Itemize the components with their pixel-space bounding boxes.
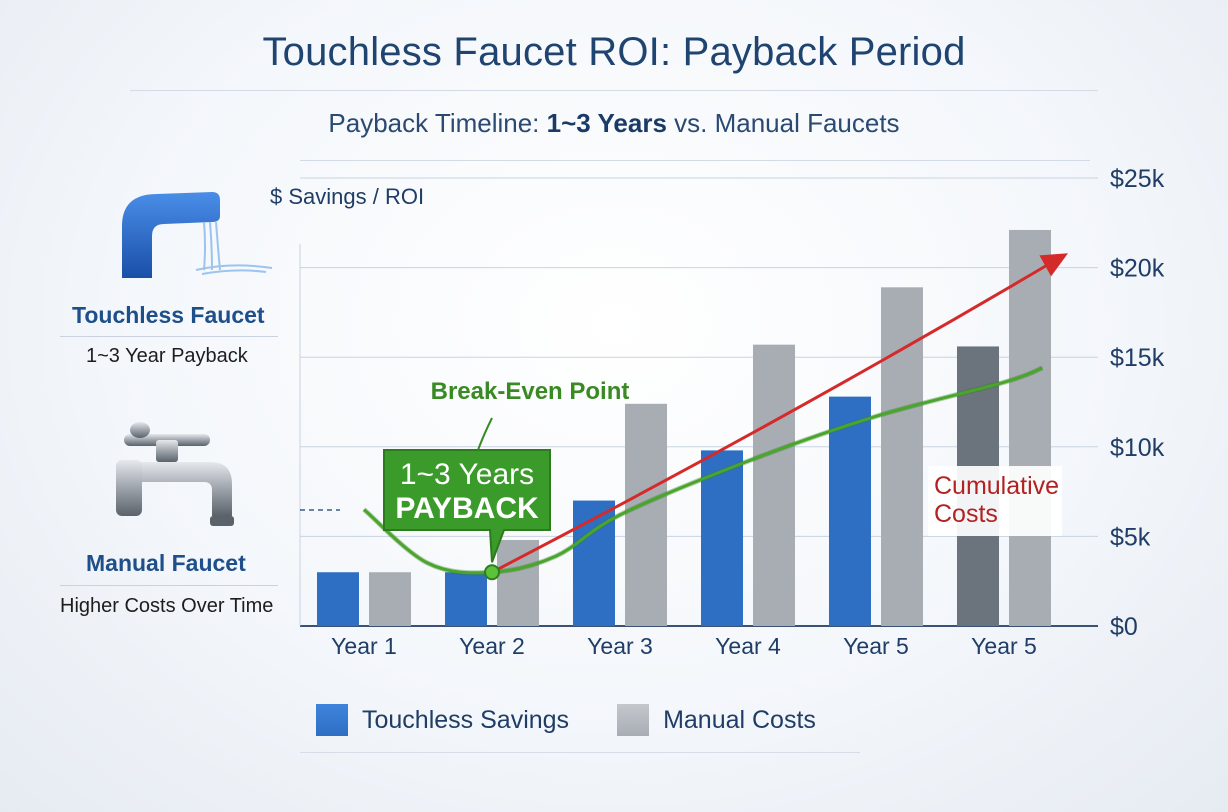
x-tick-label: Year 1 xyxy=(331,633,397,659)
y-tick-label: $15k xyxy=(1110,344,1165,372)
x-tick-label: Year 2 xyxy=(459,633,525,659)
touchless-bar xyxy=(317,572,359,626)
x-tick-label: Year 5 xyxy=(843,633,909,659)
y-tick-label: $25k xyxy=(1110,165,1165,193)
y-tick-label: $5k xyxy=(1110,523,1151,551)
subtitle-prefix: Payback Timeline: xyxy=(328,108,547,138)
legend-swatch-manual xyxy=(617,704,650,736)
cumulative-label-line2: Costs xyxy=(934,500,998,528)
x-tick-label: Year 5 xyxy=(971,633,1037,659)
manual-bar xyxy=(625,403,667,626)
touchless-bar xyxy=(829,396,871,626)
y-tick-label: $20k xyxy=(1110,255,1165,283)
manual-bar xyxy=(753,344,795,626)
cost-arrow-line xyxy=(491,260,1053,574)
manual-bar xyxy=(1009,229,1051,626)
cumulative-label-line1: Cumulative xyxy=(934,472,1059,500)
legend-label-touchless: Touchless Savings xyxy=(362,705,570,734)
savings-curve xyxy=(363,366,1043,575)
x-tick-label: Year 3 xyxy=(587,633,653,659)
title-divider xyxy=(130,90,1098,91)
manual-desc: Higher Costs Over Time xyxy=(60,595,274,617)
legend-item-touchless: Touchless Savings xyxy=(316,704,569,736)
manual-name: Manual Faucet xyxy=(86,550,246,576)
legend-item-manual: Manual Costs xyxy=(617,704,816,736)
callout-line2: PAYBACK xyxy=(395,492,539,525)
chart-title: Touchless Faucet ROI: Payback Period xyxy=(262,30,966,74)
chart-legend: Touchless Savings Manual Costs xyxy=(316,704,864,736)
y-tick-label: $10k xyxy=(1110,434,1165,462)
manual-bar xyxy=(369,572,411,626)
cumulative-label-bg xyxy=(928,466,1062,536)
break-even-dot xyxy=(484,564,500,581)
legend-swatch-touchless xyxy=(316,704,348,736)
touchless-divider xyxy=(60,336,278,337)
callout-line1: 1~3 Years xyxy=(400,458,534,491)
break-even-label: Break-Even Point xyxy=(431,378,630,405)
subtitle-emphasis: 1~3 Years xyxy=(546,108,667,138)
touchless-bar xyxy=(445,572,487,626)
legend-divider xyxy=(300,752,860,753)
payback-callout xyxy=(383,449,551,563)
y-tick-label: $0 xyxy=(1110,613,1138,641)
y-axis-label: $ Savings / ROI xyxy=(270,184,425,209)
manual-divider xyxy=(60,585,278,586)
x-tick-label: Year 4 xyxy=(715,633,781,659)
touchless-name: Touchless Faucet xyxy=(72,302,265,328)
touchless-faucet-icon xyxy=(122,192,273,278)
break-even-leader xyxy=(477,417,493,451)
chart-subtitle: Payback Timeline: 1~3 Years vs. Manual F… xyxy=(0,108,1228,139)
manual-bar xyxy=(881,287,923,626)
cost-arrow-head xyxy=(1039,253,1068,277)
touchless-desc: 1~3 Year Payback xyxy=(86,345,248,367)
manual-bar xyxy=(497,539,539,626)
touchless-bar xyxy=(701,450,743,626)
manual-faucet-icon xyxy=(116,422,234,526)
subtitle-divider xyxy=(300,160,1090,161)
legend-label-manual: Manual Costs xyxy=(663,705,816,734)
subtitle-suffix: vs. Manual Faucets xyxy=(666,108,900,138)
